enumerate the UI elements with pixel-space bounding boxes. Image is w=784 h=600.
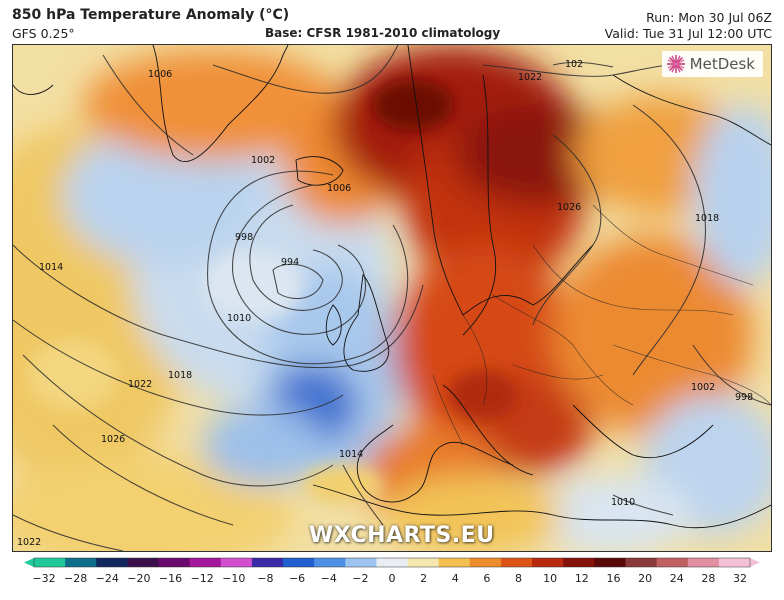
colorbar-tick-label: −10 xyxy=(222,572,245,585)
colorbar-swatch xyxy=(469,558,502,567)
colorbar-tick-label: 16 xyxy=(606,572,620,585)
colorbar-swatch xyxy=(314,558,346,567)
isobar-label: 1022 xyxy=(128,379,152,390)
colorbar-swatch xyxy=(251,558,284,567)
colorbar-swatch xyxy=(158,558,191,567)
isobar-label: 1022 xyxy=(17,537,41,548)
colorbar-legend: −32 −28 −24 −20 −16 −12 −10 −8 −6 −4 −2 0 2 4 6 8 10 12 16… xyxy=(24,557,760,585)
isobar-label: 1010 xyxy=(611,497,635,508)
colorbar-tick-label: 32 xyxy=(733,572,747,585)
colorbar-swatch xyxy=(220,558,253,567)
isobars xyxy=(13,45,771,551)
colorbar-swatch xyxy=(407,558,440,567)
colorbar-swatch xyxy=(656,558,689,567)
colorbar-tick-label: −8 xyxy=(257,572,273,585)
metdesk-starburst-icon xyxy=(666,55,685,73)
isobar-label: 1014 xyxy=(339,449,363,460)
colorbar-swatch xyxy=(438,558,471,567)
isobar-label: 1022 xyxy=(518,72,542,83)
colorbar-swatch xyxy=(594,558,626,567)
colorbar-tick-label: −16 xyxy=(159,572,182,585)
colorbar-tick-label: −24 xyxy=(96,572,119,585)
colorbar-max-arrow xyxy=(750,558,760,567)
colorbar-tick-label: −32 xyxy=(32,572,55,585)
colorbar-outline xyxy=(33,557,751,568)
colorbar-tick-label: −2 xyxy=(352,572,368,585)
colorbar-tick-label: 2 xyxy=(420,572,427,585)
colorbar-swatch xyxy=(65,558,97,567)
colorbar-tick-label: 24 xyxy=(670,572,684,585)
base-climatology-label: Base: CFSR 1981-2010 climatology xyxy=(265,26,501,40)
colorbar-tick-label: 8 xyxy=(515,572,522,585)
country-borders xyxy=(432,204,771,446)
run-time-label: Run: Mon 30 Jul 06Z xyxy=(646,10,772,25)
colorbar-tick-label: 4 xyxy=(452,572,459,585)
colorbar-swatches xyxy=(24,557,760,568)
isobar-labels: 1006 1002 998 994 1006 1014 1010 1018 10… xyxy=(17,59,753,548)
isobar-label: 1002 xyxy=(691,382,715,393)
anomaly-map[interactable]: 1006 1002 998 994 1006 1014 1010 1018 10… xyxy=(12,44,772,552)
isobar-label: 1018 xyxy=(168,370,192,381)
isobar-label: 1018 xyxy=(695,213,719,224)
map-title: 850 hPa Temperature Anomaly (°C) xyxy=(12,7,290,23)
colorbar-tick-label: −4 xyxy=(321,572,337,585)
colorbar-labels: −32 −28 −24 −20 −16 −12 −10 −8 −6 −4 −2 0 2 4 6 8 10 12 16… xyxy=(32,572,747,585)
colorbar-swatch xyxy=(718,558,751,567)
colorbar-tick-label: 20 xyxy=(638,572,652,585)
anomaly-field xyxy=(13,45,771,551)
isobar-label: 1010 xyxy=(227,313,251,324)
isobar-label: 1006 xyxy=(327,183,351,194)
colorbar-tick-label: −6 xyxy=(289,572,305,585)
colorbar-min-arrow xyxy=(24,558,34,567)
colorbar-tick-label: −12 xyxy=(191,572,214,585)
colorbar-tick-label: −28 xyxy=(64,572,87,585)
isobar-label: 994 xyxy=(281,257,299,268)
isobar-label: 102 xyxy=(565,59,583,70)
colorbar-swatch xyxy=(189,558,222,567)
colorbar-swatch xyxy=(625,558,658,567)
model-label: GFS 0.25° xyxy=(12,26,75,41)
metdesk-logo[interactable]: MetDesk xyxy=(661,51,763,77)
colorbar-swatch xyxy=(283,558,315,567)
isobar-label: 1026 xyxy=(101,434,125,445)
anomaly-detail xyxy=(28,80,518,505)
colorbar-swatch xyxy=(532,558,564,567)
colorbar-swatch xyxy=(563,558,595,567)
valid-time-label: Valid: Tue 31 Jul 12:00 UTC xyxy=(604,26,772,41)
colorbar-swatch xyxy=(376,558,409,567)
isobar-label: 998 xyxy=(735,392,753,403)
isobar-label: 1014 xyxy=(39,262,63,273)
colorbar-swatch xyxy=(127,558,160,567)
wxcharts-watermark: WXCHARTS.EU xyxy=(309,523,495,548)
colorbar-tick-label: −20 xyxy=(127,572,150,585)
map-canvas: 1006 1002 998 994 1006 1014 1010 1018 10… xyxy=(13,45,771,551)
colorbar-tick-label: 10 xyxy=(543,572,557,585)
coastlines xyxy=(13,45,771,529)
isobar-label: 998 xyxy=(235,232,253,243)
isobar-label: 1026 xyxy=(557,202,581,213)
colorbar-tick-label: 12 xyxy=(575,572,589,585)
metdesk-logo-text: MetDesk xyxy=(689,55,755,73)
colorbar-swatch xyxy=(500,558,533,567)
isobar-label: 1006 xyxy=(148,69,172,80)
colorbar-swatch xyxy=(96,558,128,567)
colorbar-tick-label: 6 xyxy=(483,572,490,585)
isobar-label: 1002 xyxy=(251,155,275,166)
colorbar-tick-label: 28 xyxy=(701,572,715,585)
colorbar-swatch xyxy=(345,558,377,567)
colorbar-swatch xyxy=(687,558,720,567)
colorbar-swatch xyxy=(34,558,66,567)
colorbar-tick-label: 0 xyxy=(389,572,396,585)
